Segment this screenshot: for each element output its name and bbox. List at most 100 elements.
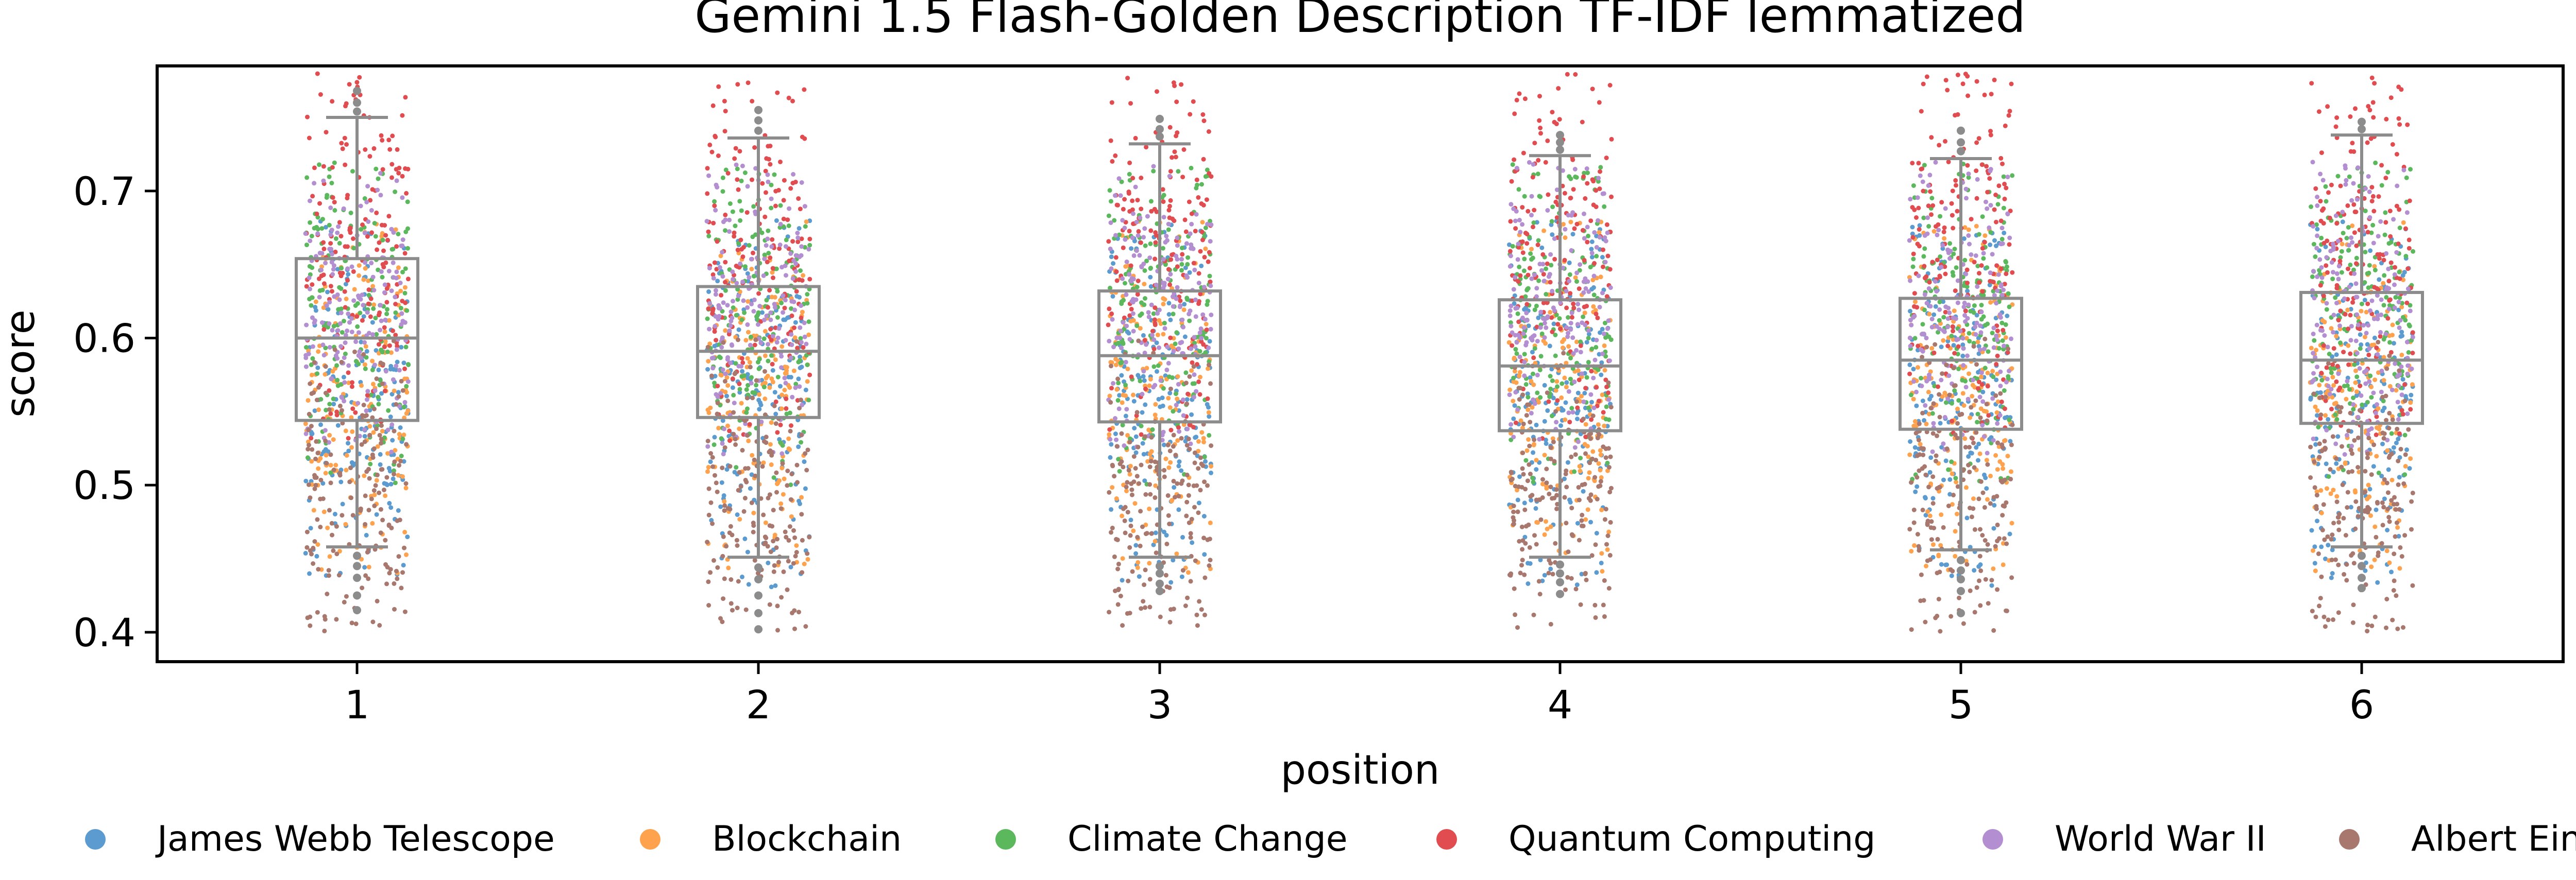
strip-point bbox=[1996, 272, 2001, 277]
strip-point bbox=[1936, 597, 1941, 601]
strip-point bbox=[714, 288, 718, 293]
strip-point bbox=[1933, 160, 1938, 165]
strip-point bbox=[1531, 355, 1536, 360]
strip-point bbox=[1974, 79, 1979, 84]
strip-point bbox=[1994, 263, 1999, 268]
strip-point bbox=[399, 378, 404, 384]
strip-point bbox=[344, 297, 349, 301]
strip-point bbox=[337, 220, 342, 225]
strip-point bbox=[1110, 525, 1115, 530]
strip-point bbox=[743, 466, 748, 471]
strip-point bbox=[794, 289, 799, 294]
strip-point bbox=[1198, 249, 1203, 254]
strip-point bbox=[2004, 379, 2009, 385]
strip-point bbox=[722, 426, 726, 432]
strip-point bbox=[715, 279, 720, 284]
strip-point bbox=[323, 447, 328, 452]
strip-point bbox=[363, 266, 368, 271]
strip-point bbox=[1599, 475, 1604, 480]
strip-point bbox=[749, 500, 754, 505]
strip-point bbox=[1160, 246, 1165, 251]
strip-point bbox=[1127, 472, 1132, 477]
strip-point bbox=[1963, 72, 1968, 77]
strip-point bbox=[1577, 286, 1582, 291]
strip-point bbox=[402, 285, 408, 290]
strip-point bbox=[736, 364, 741, 369]
strip-point bbox=[745, 406, 750, 411]
strip-point bbox=[337, 240, 342, 246]
strip-point bbox=[766, 179, 771, 184]
strip-point bbox=[728, 601, 734, 606]
strip-point bbox=[327, 402, 332, 407]
strip-point bbox=[386, 523, 392, 528]
strip-point bbox=[1593, 615, 1598, 620]
strip-point bbox=[1961, 403, 1967, 408]
strip-point bbox=[1108, 285, 1112, 290]
strip-point bbox=[1507, 308, 1513, 313]
strip-point bbox=[345, 266, 350, 271]
strip-point bbox=[1582, 170, 1587, 176]
strip-point bbox=[372, 503, 377, 508]
strip-point bbox=[762, 412, 768, 417]
strip-point bbox=[1170, 155, 1175, 160]
strip-point bbox=[782, 305, 787, 310]
strip-point bbox=[1914, 403, 1919, 408]
strip-point bbox=[1184, 443, 1190, 448]
strip-point bbox=[1582, 236, 1587, 241]
strip-point bbox=[1508, 320, 1513, 325]
strip-point bbox=[1133, 551, 1139, 556]
strip-point bbox=[1973, 324, 1978, 330]
strip-point bbox=[1956, 366, 1961, 371]
strip-point bbox=[1936, 554, 1941, 559]
strip-point bbox=[1515, 257, 1520, 262]
strip-point bbox=[801, 273, 806, 278]
strip-point bbox=[388, 481, 394, 487]
strip-point bbox=[1534, 542, 1539, 547]
strip-point bbox=[773, 399, 778, 404]
strip-point bbox=[1586, 233, 1591, 238]
strip-point bbox=[1577, 538, 1582, 543]
strip-point bbox=[1161, 215, 1166, 220]
strip-point bbox=[744, 410, 749, 415]
strip-point bbox=[1976, 351, 1981, 356]
strip-point bbox=[1972, 260, 1977, 265]
strip-point bbox=[1930, 203, 1936, 208]
strip-point bbox=[1950, 213, 1955, 218]
strip-point bbox=[327, 174, 332, 179]
strip-point bbox=[716, 425, 721, 430]
strip-point bbox=[1145, 214, 1150, 219]
strip-point bbox=[351, 298, 357, 303]
strip-point bbox=[1911, 520, 1917, 525]
strip-point bbox=[1522, 96, 1528, 101]
strip-point bbox=[1138, 326, 1143, 331]
strip-point bbox=[1561, 351, 1566, 356]
strip-point bbox=[705, 166, 710, 171]
strip-point bbox=[728, 319, 734, 323]
strip-point bbox=[1606, 380, 1611, 385]
strip-point bbox=[404, 411, 409, 416]
strip-point bbox=[1161, 386, 1166, 391]
strip-point bbox=[1924, 74, 1929, 79]
strip-point bbox=[1131, 392, 1136, 398]
strip-point bbox=[304, 529, 310, 534]
strip-point bbox=[306, 446, 311, 452]
strip-point bbox=[392, 459, 397, 464]
strip-point bbox=[705, 540, 710, 545]
strip-point bbox=[1106, 239, 1111, 244]
strip-point bbox=[1199, 263, 1204, 268]
strip-point bbox=[1110, 294, 1115, 299]
strip-point bbox=[1920, 166, 1925, 171]
strip-point bbox=[1598, 479, 1603, 484]
strip-point bbox=[1920, 349, 1925, 354]
strip-point bbox=[1604, 294, 1609, 299]
strip-point bbox=[1603, 335, 1608, 340]
strip-point bbox=[735, 512, 740, 517]
strip-point bbox=[1936, 384, 1940, 389]
strip-point bbox=[736, 187, 741, 192]
strip-point bbox=[782, 178, 787, 183]
strip-point bbox=[1183, 229, 1189, 234]
strip-point bbox=[1927, 312, 1932, 317]
strip-point bbox=[1981, 314, 1986, 319]
strip-point bbox=[1204, 336, 1209, 341]
